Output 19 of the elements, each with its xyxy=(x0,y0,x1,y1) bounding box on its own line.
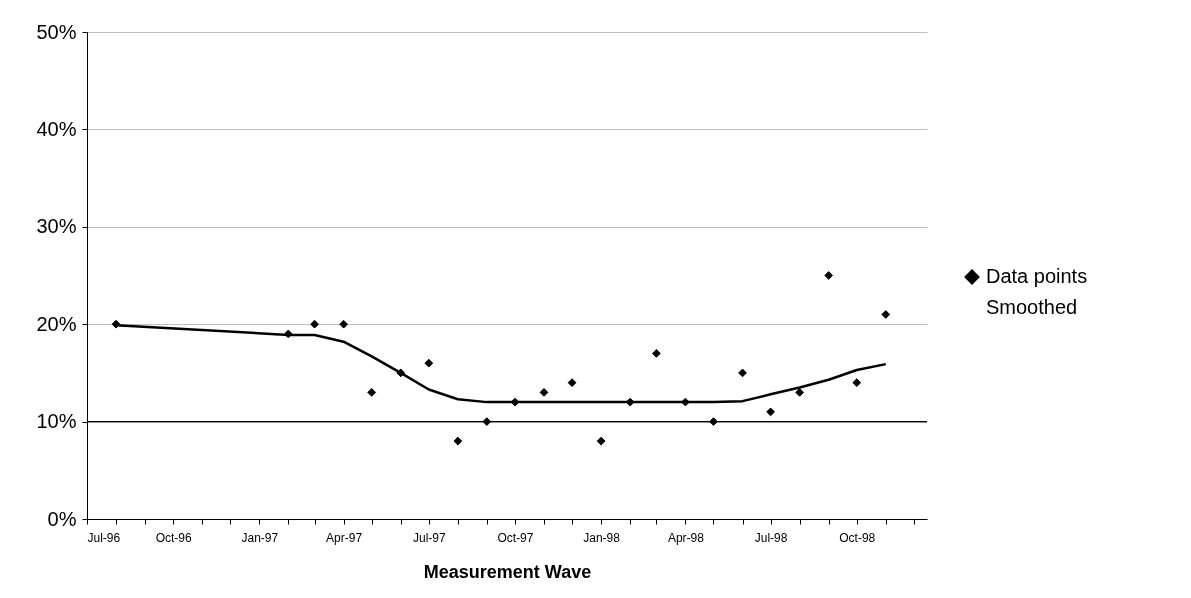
y-tick-label: 30% xyxy=(36,215,77,238)
x-tick-label: Apr-97 xyxy=(326,530,363,545)
y-tick-label: 50% xyxy=(36,20,77,43)
x-tick-label: Jan-97 xyxy=(241,530,279,545)
legend-label: Data points xyxy=(986,265,1088,287)
x-tick-label: Apr-98 xyxy=(667,530,705,545)
x-tick-label: Jul-96 xyxy=(87,530,121,545)
x-tick-label: Oct-97 xyxy=(497,530,534,545)
y-tick-label: 0% xyxy=(47,507,77,530)
x-axis-title: Measurement Wave xyxy=(423,561,592,582)
y-tick-label: 10% xyxy=(36,410,77,433)
x-tick-label: Jul-97 xyxy=(412,530,446,545)
x-tick-label: Jan-98 xyxy=(583,530,621,545)
text: Smoothed xyxy=(986,296,1078,318)
x-tick-label: Oct-98 xyxy=(839,530,876,545)
y-tick-label: 40% xyxy=(36,117,77,140)
x-tick-label: Jul-98 xyxy=(754,530,788,545)
x-tick-label: Oct-96 xyxy=(155,530,192,545)
y-tick-label: 20% xyxy=(36,312,77,335)
